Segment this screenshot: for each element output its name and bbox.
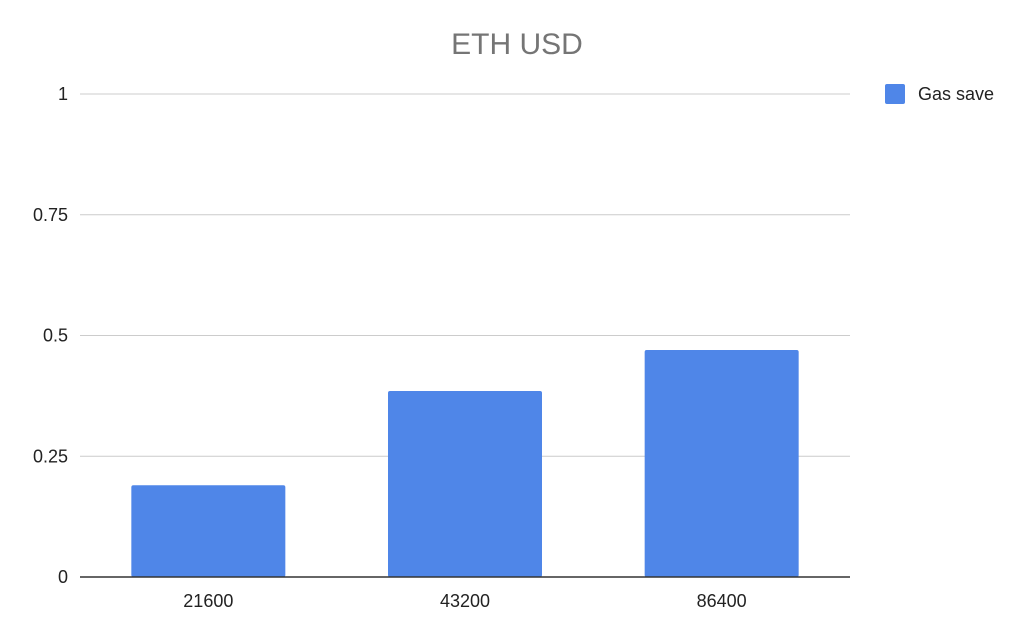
x-tick-label: 43200 (440, 591, 490, 611)
y-tick-label: 1 (58, 84, 68, 104)
bar (131, 485, 286, 577)
bars (131, 349, 799, 577)
y-tick-label: 0.25 (33, 446, 68, 466)
legend-swatch (885, 84, 905, 104)
chart-title: ETH USD (451, 28, 583, 61)
x-tick-label: 86400 (697, 591, 747, 611)
y-tick-label: 0.75 (33, 205, 68, 225)
bar (388, 391, 542, 577)
y-tick-label: 0 (58, 567, 68, 587)
bar (644, 349, 799, 577)
x-axis-ticks: 21600 43200 86400 (183, 591, 746, 611)
x-tick-label: 21600 (183, 591, 233, 611)
y-axis-ticks: 0 0.25 0.5 0.75 1 (33, 84, 68, 587)
legend-label: Gas save (918, 84, 994, 104)
y-tick-label: 0.5 (43, 326, 68, 346)
legend: Gas save (885, 84, 994, 104)
